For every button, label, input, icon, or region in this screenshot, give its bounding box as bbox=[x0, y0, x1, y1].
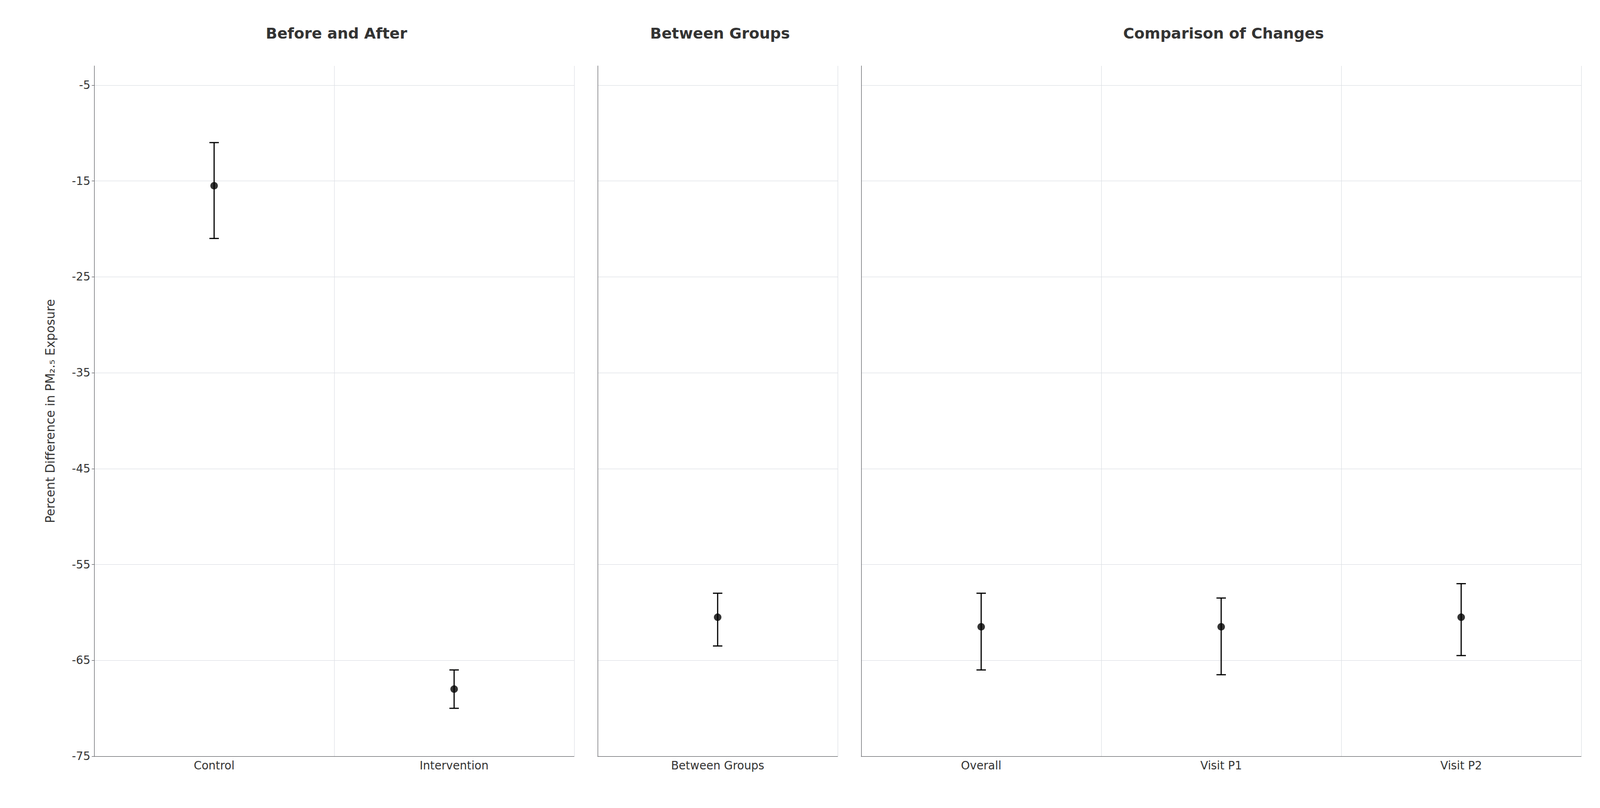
svg-text:-65: -65 bbox=[72, 653, 91, 667]
svg-text:-15: -15 bbox=[72, 174, 91, 188]
svg-text:Overall: Overall bbox=[960, 759, 1002, 773]
svg-text:Visit P2: Visit P2 bbox=[1440, 759, 1483, 773]
svg-text:-75: -75 bbox=[72, 749, 91, 763]
svg-text:-35: -35 bbox=[72, 366, 91, 380]
svg-text:Between Groups: Between Groups bbox=[671, 759, 765, 773]
svg-text:Comparison of Changes: Comparison of Changes bbox=[1123, 24, 1324, 43]
svg-text:-5: -5 bbox=[79, 78, 91, 92]
svg-text:Visit P1: Visit P1 bbox=[1200, 759, 1243, 773]
svg-text:Before and After: Before and After bbox=[265, 24, 408, 43]
svg-text:Intervention: Intervention bbox=[419, 759, 489, 773]
svg-text:-25: -25 bbox=[72, 270, 91, 284]
svg-text:-45: -45 bbox=[72, 462, 91, 476]
svg-text:-55: -55 bbox=[72, 558, 91, 572]
svg-text:Percent Difference in PM₂.₅ Ex: Percent Difference in PM₂.₅ Exposure bbox=[43, 298, 58, 523]
svg-text:Control: Control bbox=[193, 759, 235, 773]
svg-text:Between Groups: Between Groups bbox=[649, 24, 790, 43]
